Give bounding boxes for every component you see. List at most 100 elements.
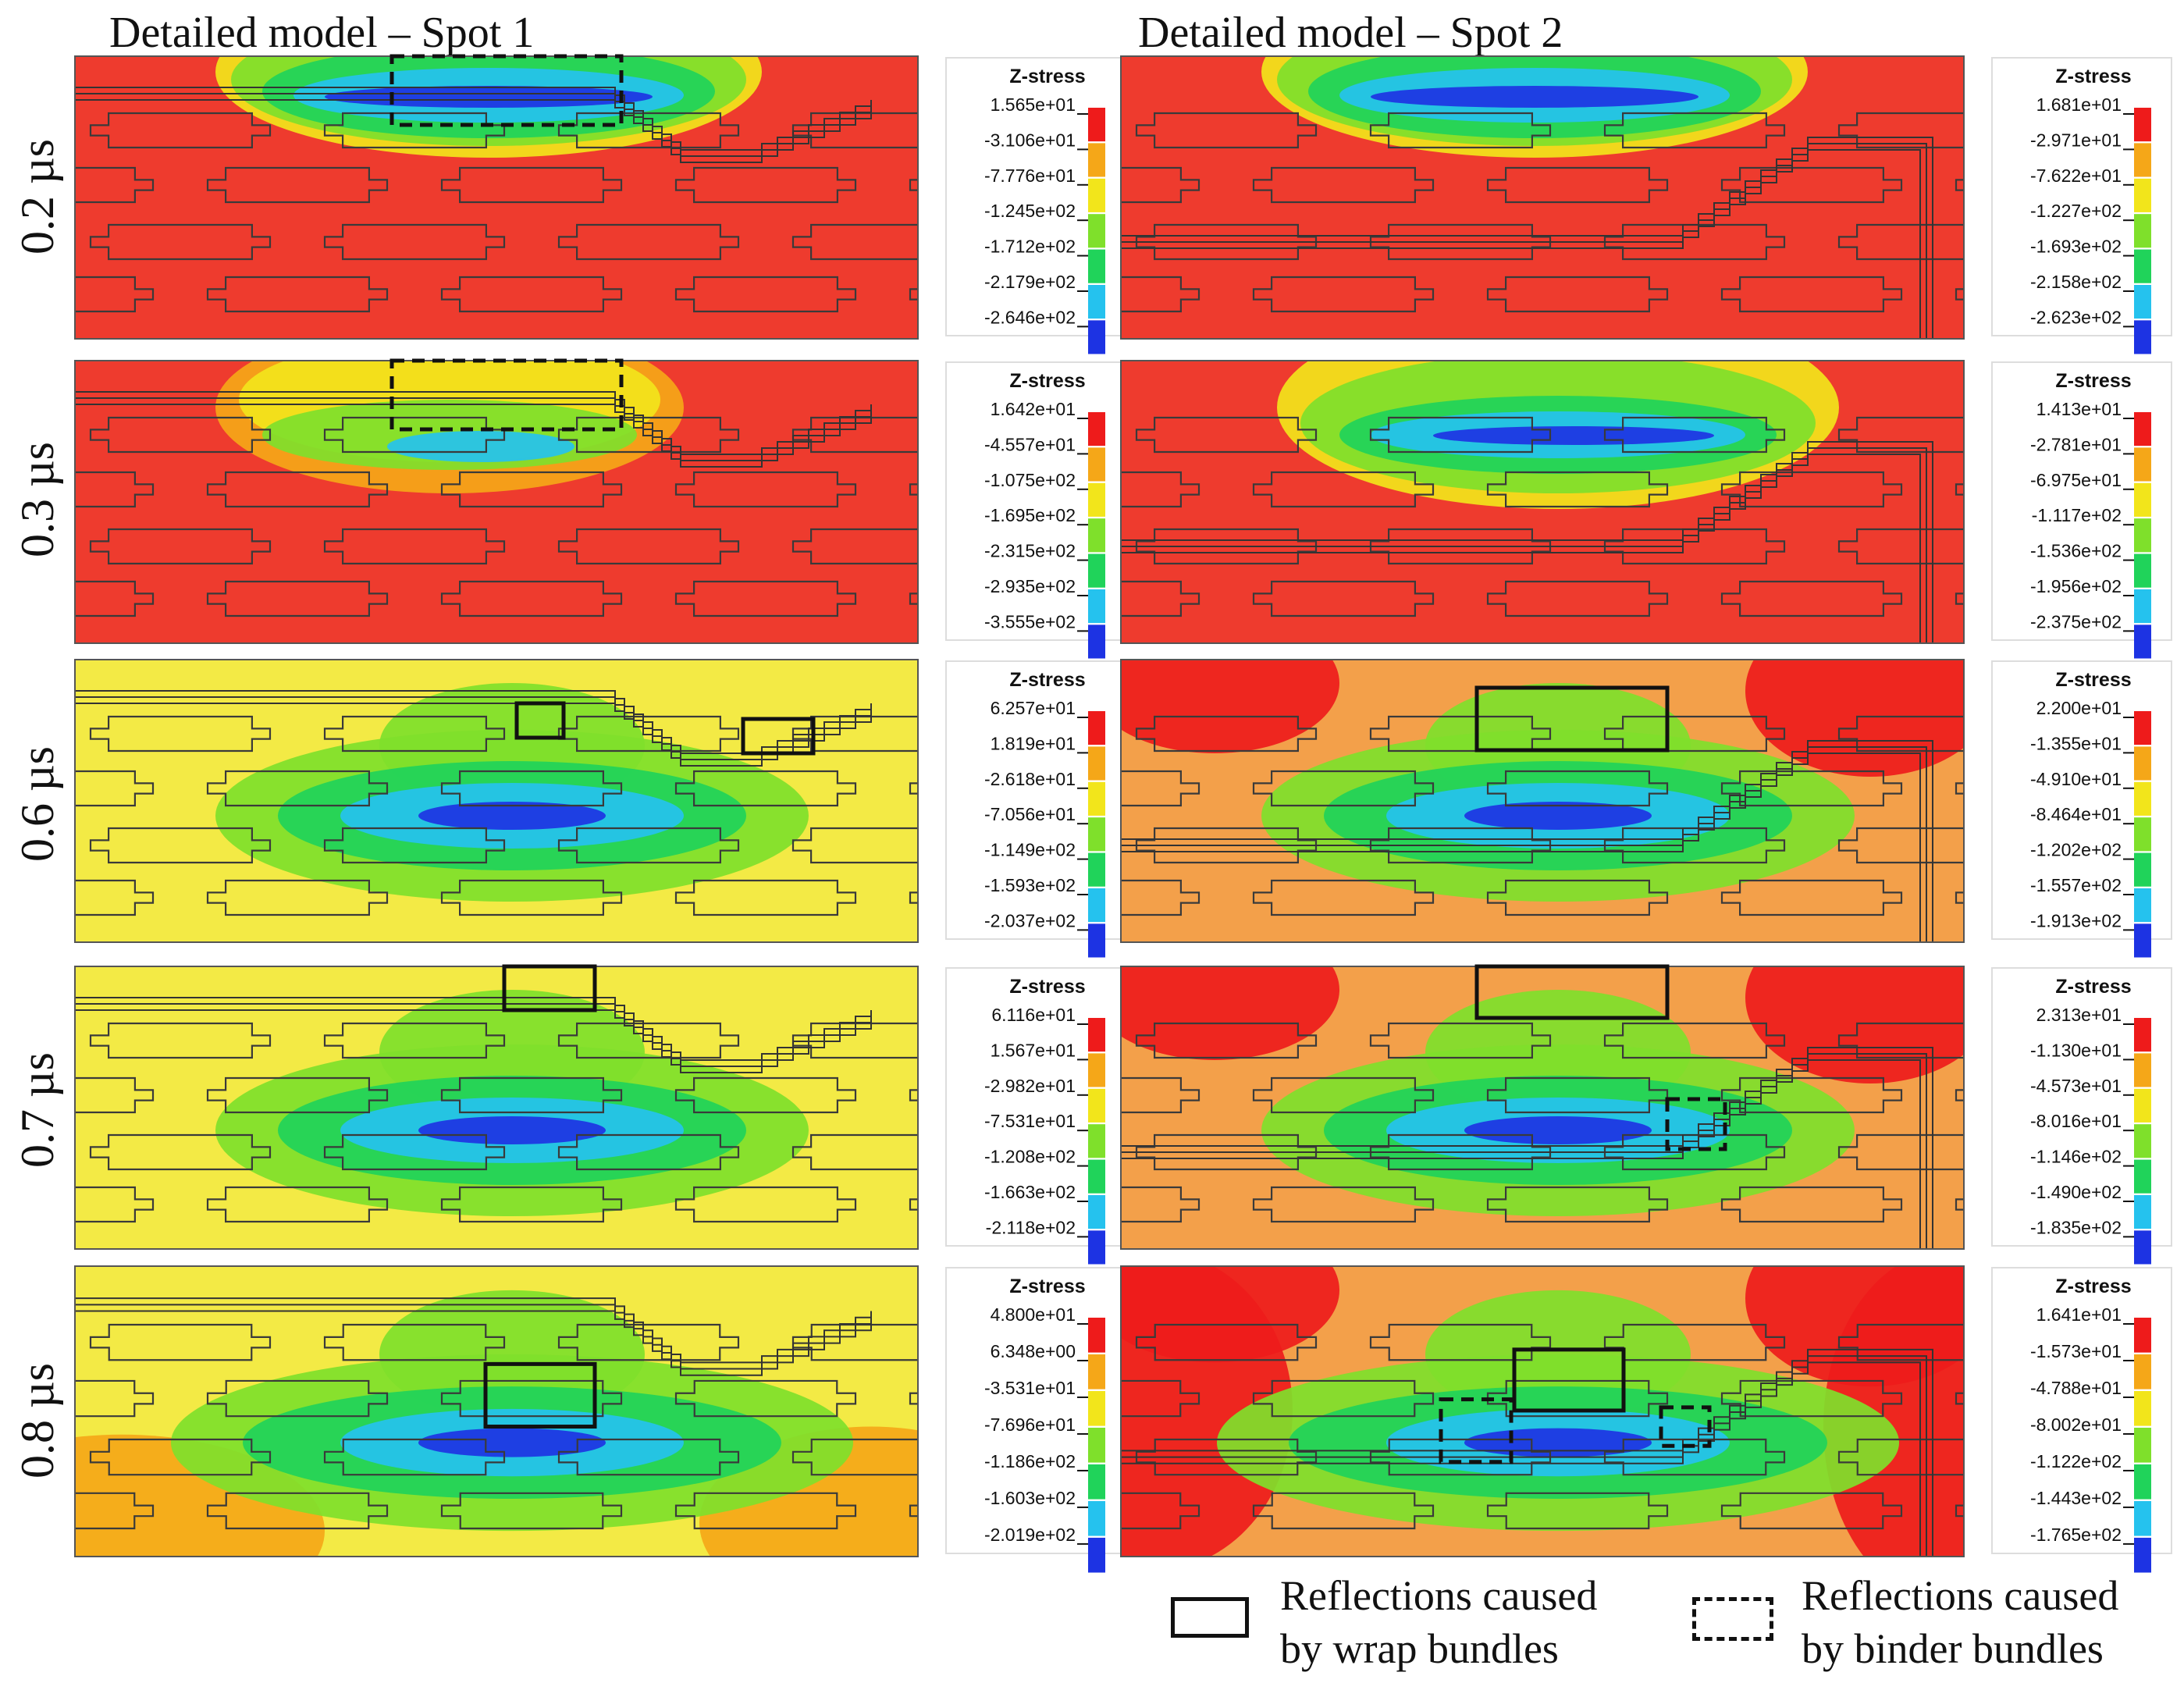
bundle-outline bbox=[75, 580, 155, 617]
colorbar-segment bbox=[2134, 888, 2151, 923]
legend-binder-line-1: Reflections caused bbox=[1802, 1572, 2119, 1619]
panel-border bbox=[74, 966, 919, 1250]
binder-reflection-box bbox=[389, 54, 624, 127]
bundle-outline bbox=[1135, 112, 1318, 149]
colorbar-title: Z-stress bbox=[1009, 1276, 1085, 1297]
bundle-outline bbox=[75, 770, 155, 807]
colorbar-segment bbox=[1088, 214, 1105, 248]
bundle-outline bbox=[1135, 528, 1318, 565]
bundle-outline bbox=[0, 717, 36, 751]
colorbar-segment bbox=[2134, 1159, 2151, 1194]
colorbar-tick-label: -1.117e+02 bbox=[2032, 505, 2122, 525]
panel-col2-row1 bbox=[1120, 55, 1965, 340]
bundle-outline bbox=[1486, 1186, 1669, 1223]
bundle-outline bbox=[1720, 276, 1903, 313]
colorbar-tick-label: 4.800e+01 bbox=[991, 1304, 1076, 1325]
bundle-outline bbox=[206, 166, 389, 204]
colorbar-segment bbox=[1088, 1537, 1105, 1573]
bundle-outline bbox=[0, 1325, 36, 1360]
colorbar-tick-label: -7.056e+01 bbox=[984, 804, 1076, 824]
bundle-outline bbox=[1486, 471, 1669, 508]
colorbar-tick-label: -3.531e+01 bbox=[984, 1378, 1076, 1398]
colorbar-tick-label: 2.313e+01 bbox=[2036, 1005, 2122, 1025]
binder-reflection-box bbox=[1659, 1405, 1712, 1448]
bundle-outline bbox=[323, 416, 506, 454]
bundle-outline bbox=[206, 580, 389, 617]
bundle-outline bbox=[1720, 1492, 1903, 1530]
bundle-outline bbox=[557, 1022, 740, 1059]
colorbar-segment bbox=[2134, 447, 2151, 482]
colorbar-title: Z-stress bbox=[2055, 66, 2131, 87]
bundle-outline bbox=[791, 1133, 918, 1171]
binder-path bbox=[1121, 137, 1933, 339]
colorbar-segment bbox=[1088, 108, 1105, 142]
bundle-outline bbox=[75, 1186, 155, 1223]
legend-binder-box-swatch bbox=[1692, 1597, 1773, 1641]
bundle-outline bbox=[1720, 1076, 1903, 1114]
bundle-outline bbox=[440, 1186, 623, 1223]
bundle-outline bbox=[1252, 1379, 1435, 1418]
bundle-outline bbox=[1486, 770, 1669, 807]
colorbar-segment bbox=[1088, 1159, 1105, 1194]
colorbar-tick-label: -1.149e+02 bbox=[984, 840, 1076, 860]
bundle-outline bbox=[0, 113, 36, 148]
wrap-reflection-box bbox=[502, 964, 597, 1012]
bundle-outline bbox=[1121, 276, 1200, 313]
colorbar-tick-label: -1.913e+02 bbox=[2030, 910, 2122, 930]
bundle-outline bbox=[323, 528, 506, 565]
bundle-outline bbox=[323, 112, 506, 149]
bundle-outline bbox=[1252, 770, 1435, 807]
binder-reflection-box bbox=[389, 358, 624, 432]
colorbar-tick-label: -4.573e+01 bbox=[2030, 1076, 2122, 1096]
colorbar-segment bbox=[1088, 1088, 1105, 1123]
colorbar-tick-label: 1.565e+01 bbox=[991, 94, 1076, 115]
colorbar-segment bbox=[1088, 852, 1105, 887]
bundle-outline bbox=[1603, 223, 1786, 261]
colorbar-segment bbox=[1088, 711, 1105, 745]
bundle-outline bbox=[1369, 1438, 1552, 1476]
bundle-outline bbox=[674, 471, 857, 508]
colorbar-tick-label: 1.641e+01 bbox=[2036, 1304, 2122, 1325]
colorbar-title: Z-stress bbox=[1009, 66, 1085, 87]
binder-reflection-box bbox=[1665, 1097, 1727, 1151]
colorbar-segment bbox=[1088, 1427, 1105, 1463]
bundle-outline bbox=[1603, 112, 1786, 149]
bundle-outline bbox=[440, 1379, 623, 1418]
bundle-outline bbox=[1121, 1076, 1200, 1114]
colorbar-segment bbox=[2134, 1427, 2151, 1463]
wrap-reflection-box bbox=[1474, 685, 1670, 753]
colorbar-tick-label: -4.788e+01 bbox=[2030, 1378, 2122, 1398]
bundle-outline bbox=[323, 827, 506, 864]
colorbar-tick-label: -1.208e+02 bbox=[984, 1147, 1076, 1167]
bundle-outline bbox=[1135, 416, 1318, 454]
colorbar-tick-label: -1.186e+02 bbox=[984, 1451, 1076, 1471]
colorbar-segment bbox=[1088, 817, 1105, 852]
colorbar-tick-label: -1.573e+01 bbox=[2030, 1341, 2122, 1361]
binder-path bbox=[75, 997, 872, 1073]
binder-path bbox=[75, 1297, 872, 1376]
panel-col2-row4 bbox=[1120, 964, 1965, 1250]
bundle-outline bbox=[0, 1023, 36, 1058]
bundle-outline bbox=[206, 770, 389, 807]
bundle-outline bbox=[1369, 223, 1552, 261]
colorbar-tick-label: -2.971e+01 bbox=[2030, 130, 2122, 150]
bundle-outline bbox=[75, 1492, 155, 1530]
bundle-outline bbox=[1252, 166, 1435, 204]
colorbar-tick-label: 1.681e+01 bbox=[2036, 94, 2122, 115]
bundle-outline bbox=[1121, 1379, 1200, 1418]
bundle-outline bbox=[89, 827, 272, 864]
bundle-outline bbox=[1486, 1379, 1669, 1418]
bundle-outline bbox=[323, 223, 506, 261]
panel-border bbox=[74, 659, 919, 943]
colorbar-segment bbox=[2134, 1194, 2151, 1229]
bundle-outline bbox=[89, 715, 272, 753]
colorbar: Z-stress 2.200e+01 -1.355e+01 -4.910e+01 -8.… bbox=[1991, 660, 2172, 958]
colorbar-segment bbox=[2134, 589, 2151, 624]
legend-binder-line-2: by binder bundles bbox=[1802, 1625, 2104, 1672]
bundle-outline bbox=[0, 418, 36, 452]
panel-col2-row3 bbox=[1120, 659, 1965, 943]
colorbar-segment bbox=[1088, 1390, 1105, 1426]
panel-border bbox=[1120, 360, 1965, 644]
bundle-outline bbox=[1121, 770, 1200, 807]
bundle-outline bbox=[1252, 471, 1435, 508]
